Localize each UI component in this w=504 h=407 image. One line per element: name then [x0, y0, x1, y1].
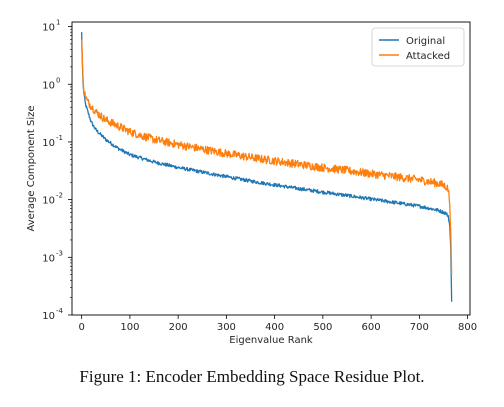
plot-frame	[71, 21, 471, 316]
x-tick-label: 200	[169, 322, 188, 333]
y-axis-label: Average Component Size	[26, 105, 37, 231]
legend-label-original: Original	[406, 36, 445, 47]
series-line-attacked	[81, 39, 453, 275]
figure-caption: Figure 1: Encoder Embedding Space Residu…	[79, 367, 425, 386]
series-line-original	[81, 32, 453, 302]
x-tick-label: 800	[458, 322, 477, 333]
legend-label-attacked: Attacked	[406, 51, 450, 62]
x-tick-label: 0	[78, 322, 84, 333]
y-tick-label: 101	[42, 19, 60, 34]
y-tick-label: 10-4	[42, 307, 63, 322]
x-tick-label: 400	[265, 322, 284, 333]
x-tick-label: 300	[217, 322, 236, 333]
x-tick-label: 100	[120, 322, 139, 333]
chart: 0 100 200 300 400 500 600 700 800 10-4 10-3 10-2 10-…	[26, 19, 477, 346]
x-tick-label: 600	[362, 322, 381, 333]
x-tick-label: 700	[410, 322, 429, 333]
x-tick-label: 500	[313, 322, 332, 333]
y-tick-label: 10-2	[42, 192, 63, 207]
legend-box	[371, 27, 465, 67]
y-tick-label: 100	[42, 76, 60, 91]
x-axis-label: Eigenvalue Rank	[229, 335, 313, 346]
y-tick-label: 10-1	[42, 134, 63, 149]
y-tick-label: 10-3	[42, 249, 63, 264]
